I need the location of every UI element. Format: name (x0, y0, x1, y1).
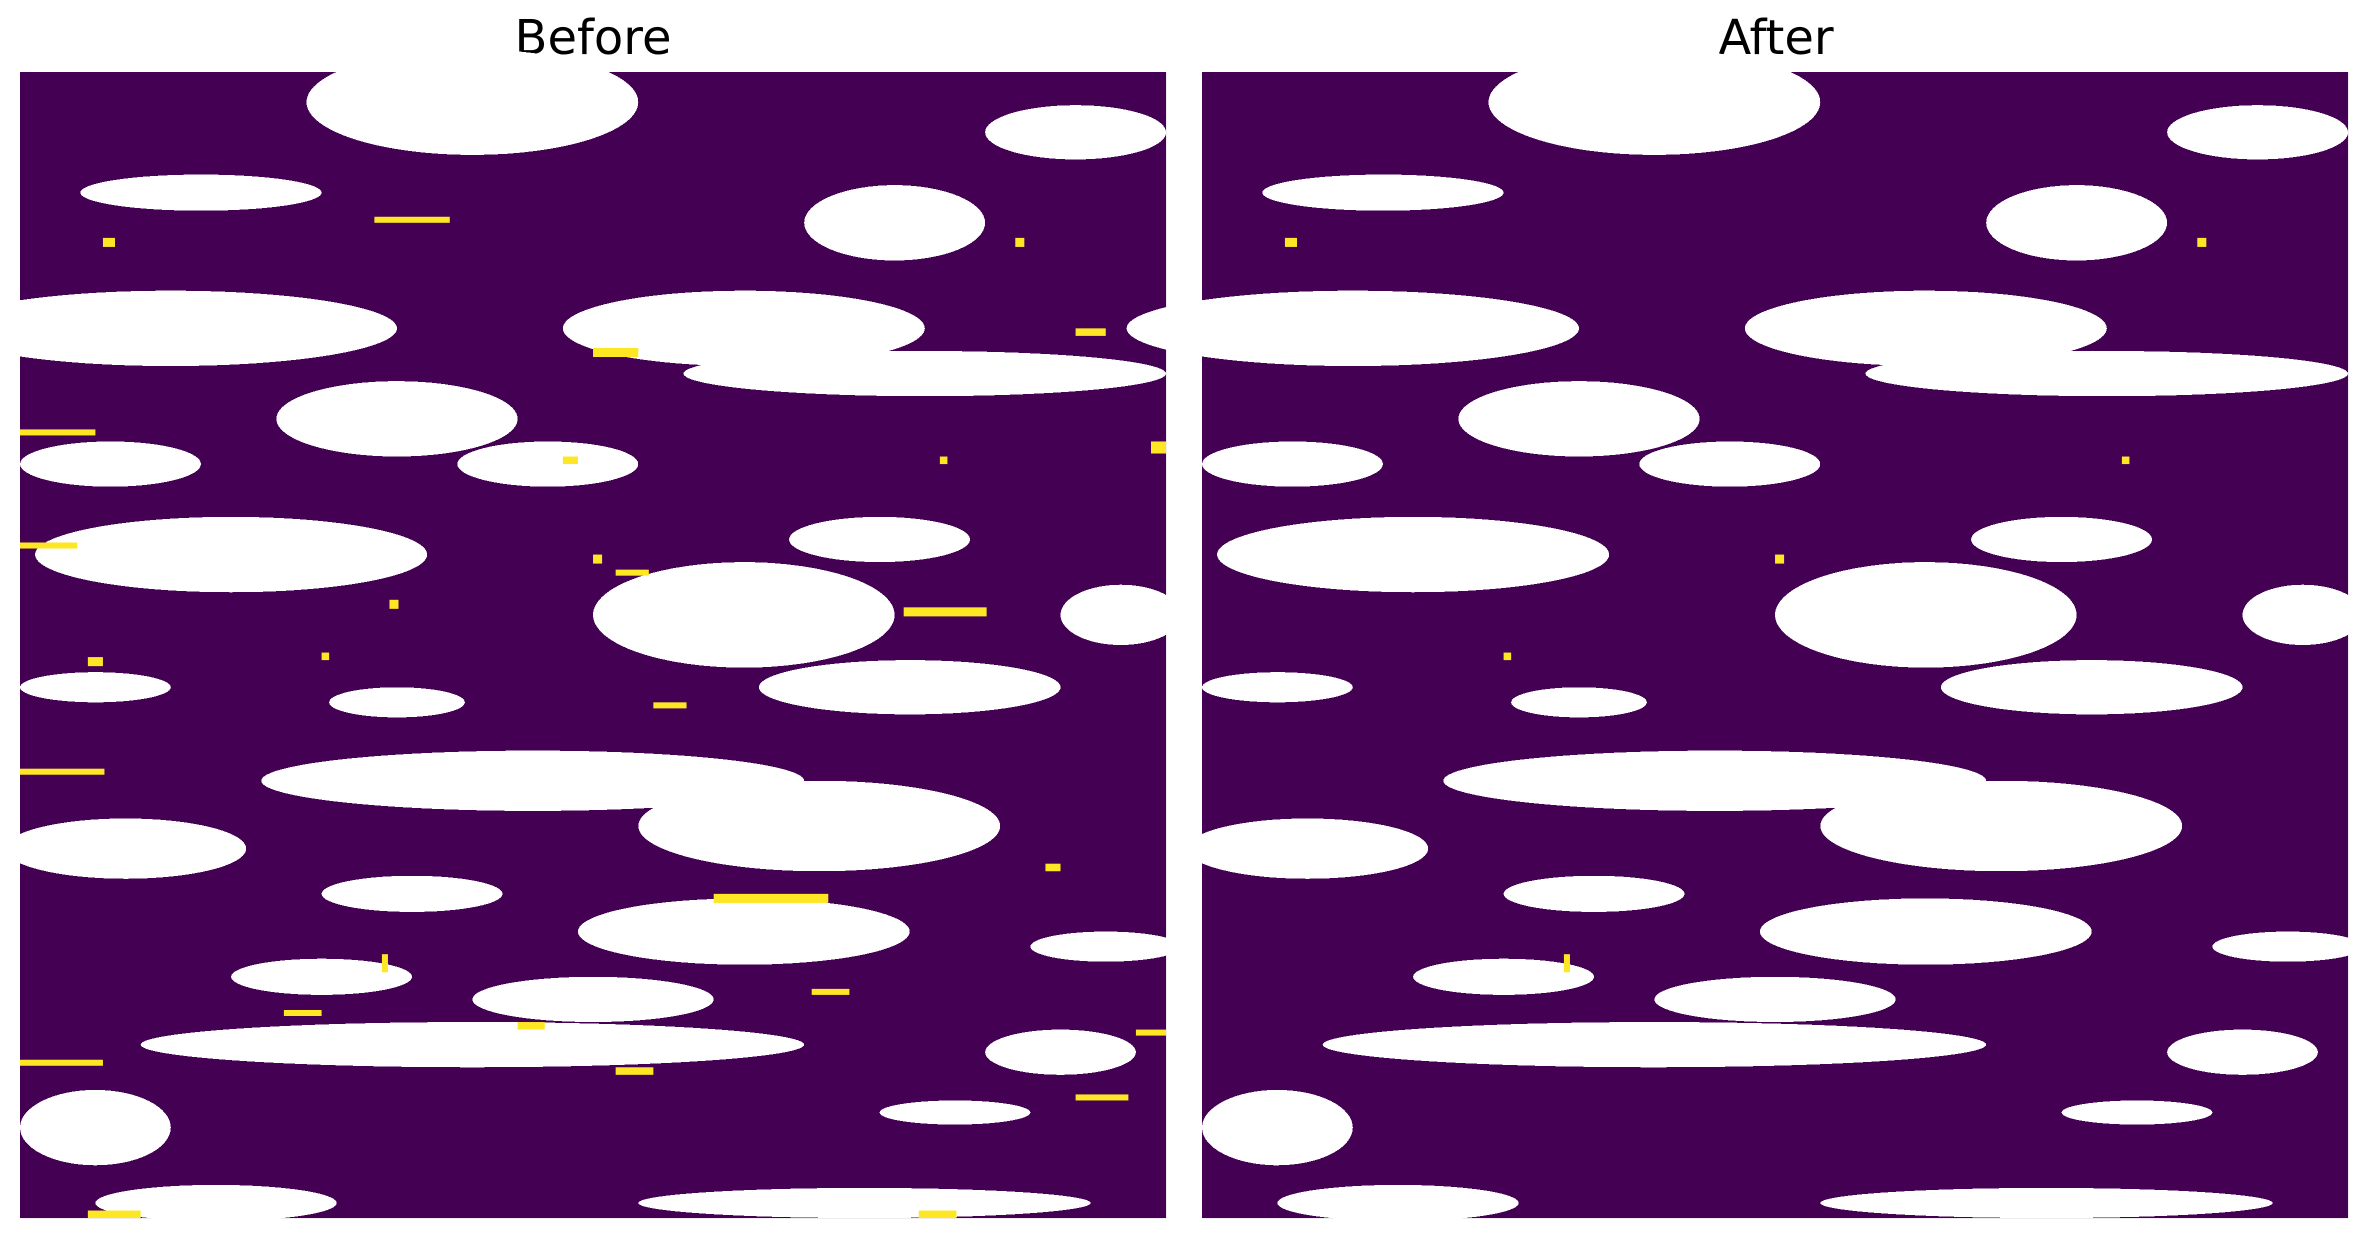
before-image (0, 49, 1182, 1222)
after-image (1126, 49, 2364, 1222)
